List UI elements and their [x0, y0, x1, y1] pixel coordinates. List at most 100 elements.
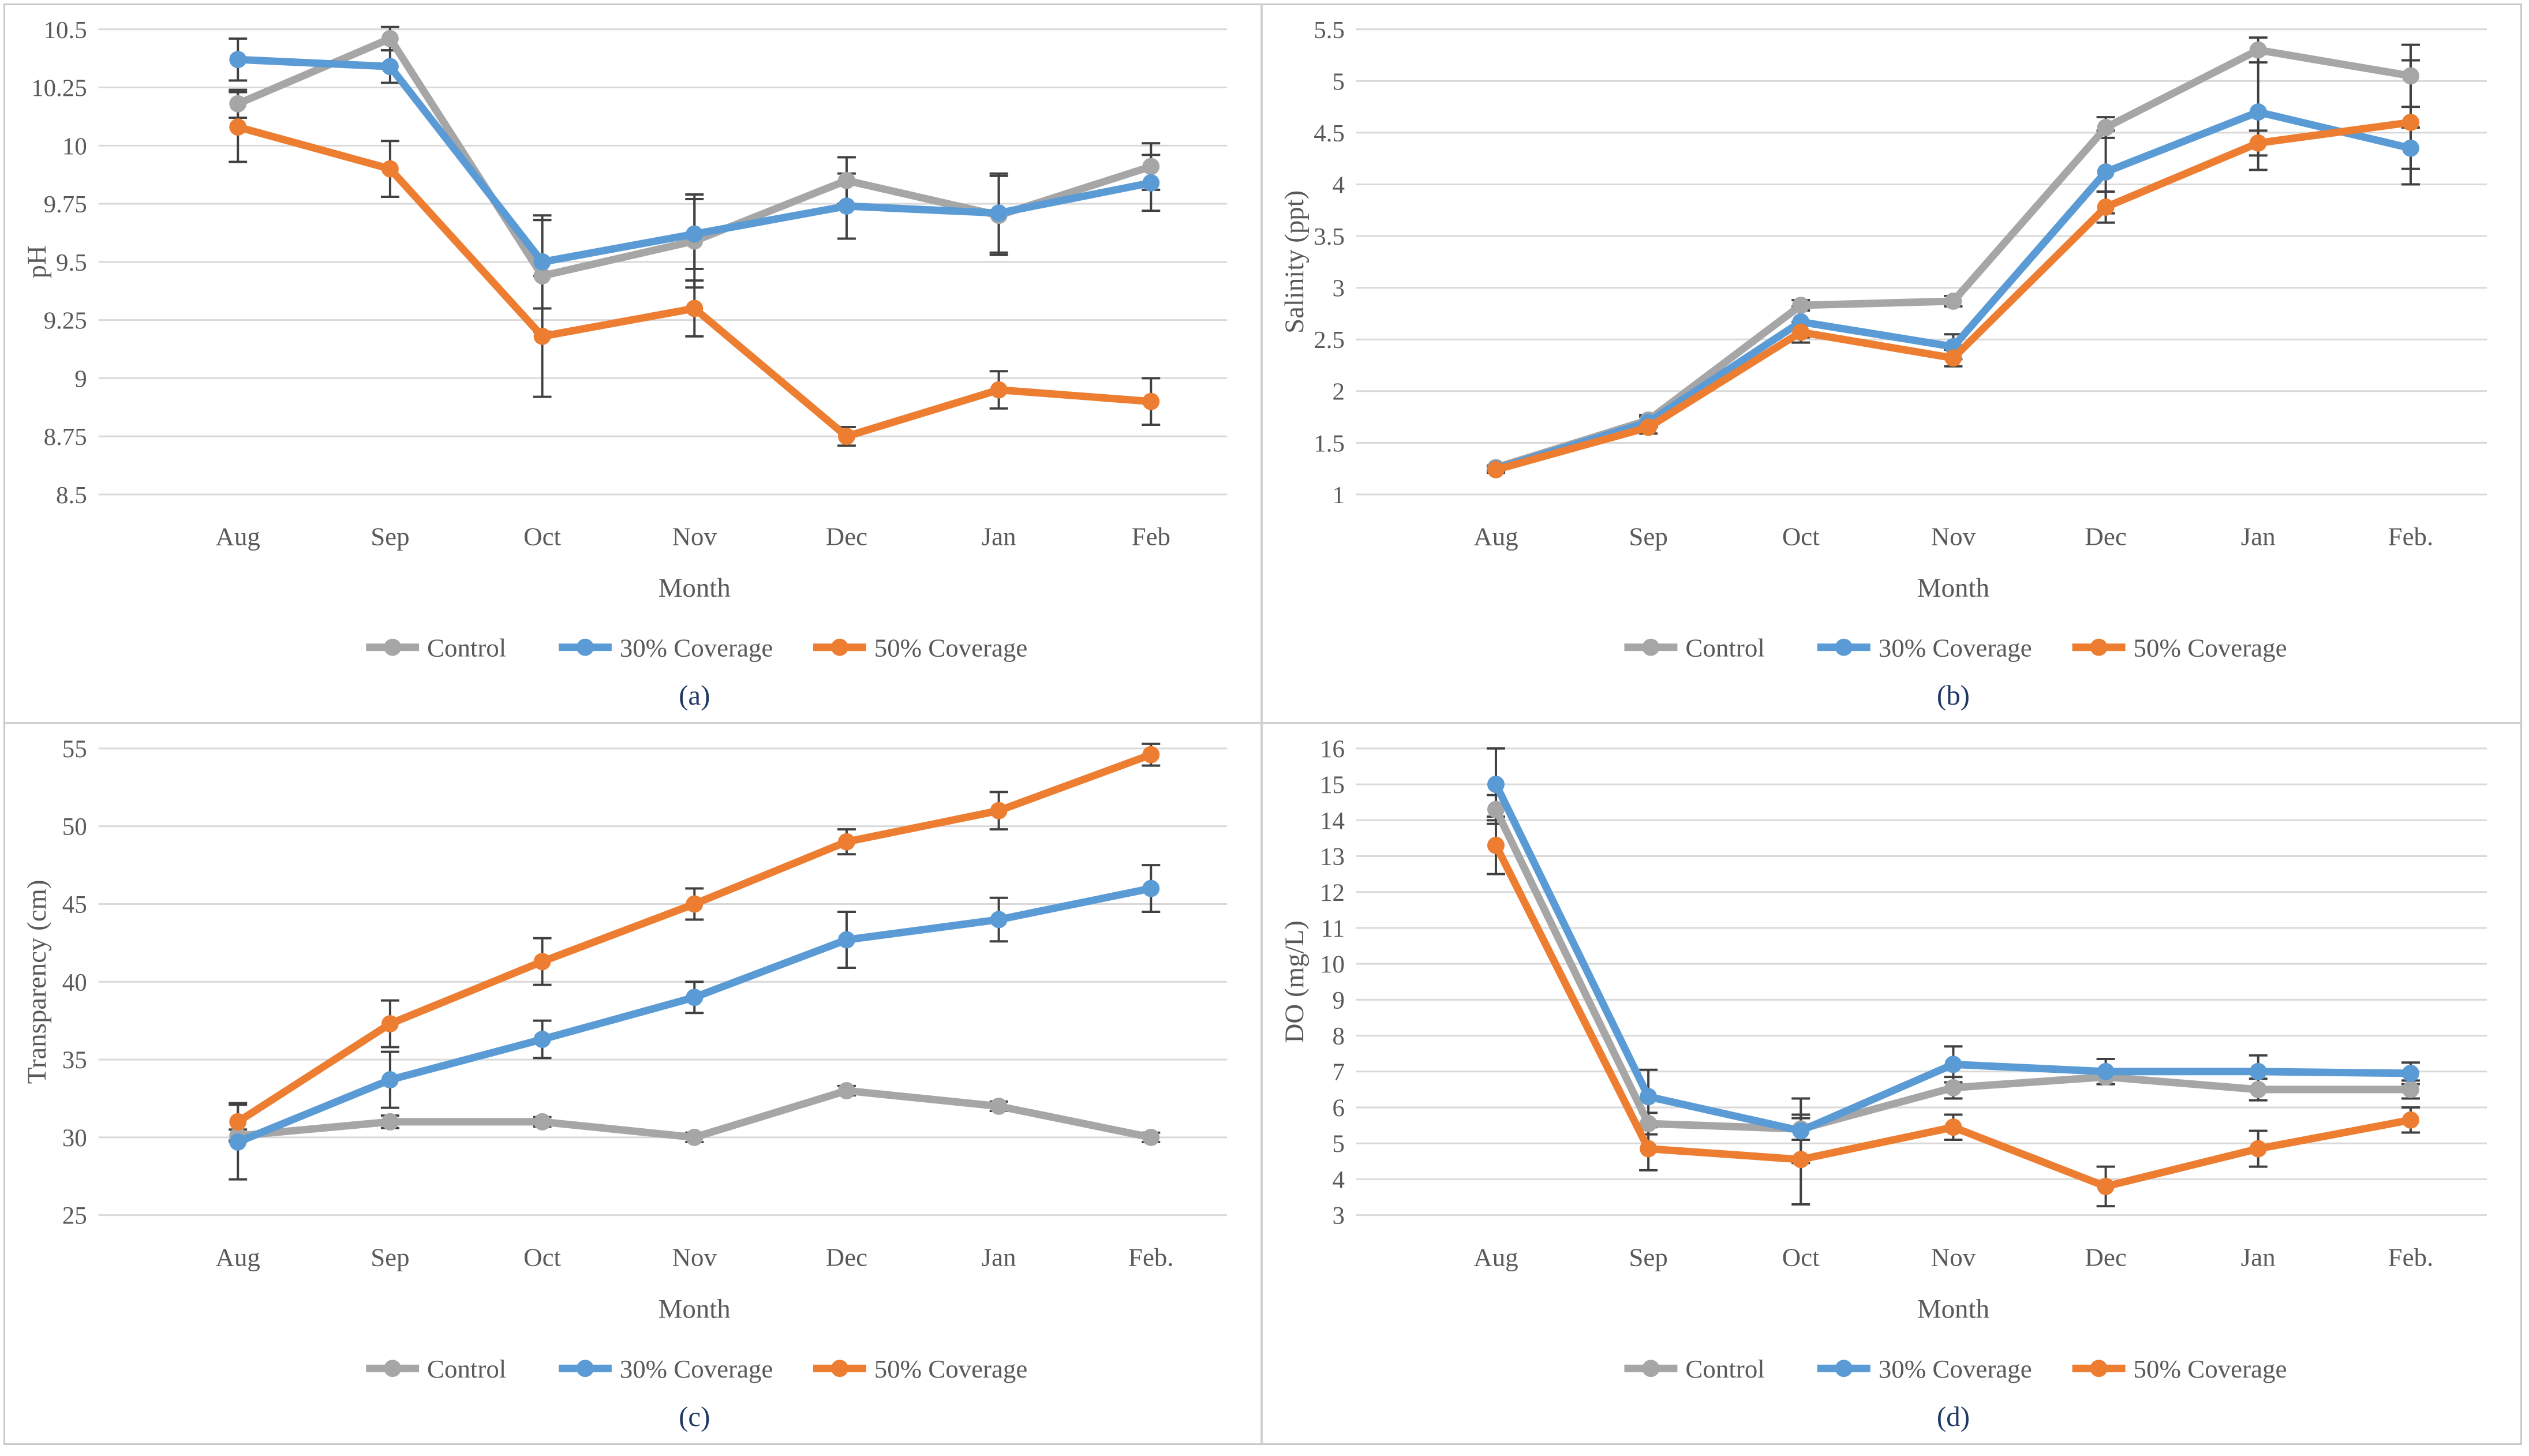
x-tick-label: Aug — [216, 1242, 260, 1271]
x-tick-label: Dec — [2085, 522, 2126, 551]
data-point-marker — [1142, 1128, 1160, 1146]
chart-panel-c: 25 30 35 40 45 50 55 Transparency (cm) Aug Sep Oct… — [5, 724, 1263, 1443]
data-point-marker — [381, 1113, 399, 1131]
x-tick-label: Dec — [826, 1242, 867, 1271]
y-tick-label: 30 — [62, 1125, 87, 1152]
y-tick-label: 9.5 — [56, 249, 87, 276]
data-point-marker — [2097, 1177, 2115, 1195]
legend-item-coverage50: 50% Coverage — [813, 633, 1027, 662]
y-tick-label: 35 — [62, 1047, 87, 1074]
x-tick-label: Jan — [2241, 1243, 2276, 1272]
data-point-marker — [2249, 1062, 2267, 1080]
legend-label: Control — [427, 633, 506, 662]
data-point-marker — [229, 95, 247, 113]
y-tick-label: 8 — [1332, 1023, 1344, 1050]
data-point-marker — [1792, 1122, 1810, 1140]
data-point-marker — [533, 253, 551, 271]
legend-marker-point — [576, 1360, 594, 1378]
legend-item-control: Control — [366, 633, 506, 662]
data-point-marker — [2401, 67, 2419, 85]
x-tick-label: Oct — [523, 1242, 561, 1271]
data-point-marker — [381, 1071, 399, 1089]
series-line-coverage30 — [1492, 108, 2415, 473]
data-point-marker — [837, 197, 855, 215]
x-tick-label: Jan — [2241, 522, 2276, 551]
series-line-coverage30 — [234, 885, 1155, 1146]
x-tick-label: Sep — [371, 1242, 409, 1271]
legend-label: Control — [427, 1354, 506, 1383]
y-tick-label: 4 — [1332, 1166, 1344, 1193]
x-axis-title: Month — [1917, 1294, 1989, 1324]
data-point-marker — [1640, 1115, 1658, 1132]
data-point-marker — [837, 833, 855, 851]
legend-marker-point — [1642, 638, 1660, 656]
data-point-marker — [990, 204, 1008, 222]
data-point-marker — [2401, 139, 2419, 157]
legend-marker-point — [830, 1360, 848, 1378]
y-tick-label: 25 — [62, 1203, 87, 1230]
data-point-marker — [1142, 879, 1160, 897]
data-point-marker — [2249, 41, 2267, 59]
data-point-marker — [686, 225, 704, 243]
data-point-marker — [533, 953, 551, 971]
data-point-marker — [229, 118, 247, 136]
legend-marker-point — [1642, 1360, 1660, 1378]
data-point-marker — [2097, 119, 2115, 136]
data-point-marker — [1142, 392, 1160, 410]
data-point-marker — [1142, 746, 1160, 763]
y-tick-label: 9.25 — [44, 308, 87, 335]
x-tick-label: Nov — [1931, 1243, 1976, 1272]
legend-item-control: Control — [366, 1354, 506, 1383]
legend-marker-point — [576, 638, 594, 656]
y-tick-label: 55 — [62, 736, 87, 763]
data-point-marker — [837, 428, 855, 446]
legend-label: 50% Coverage — [874, 633, 1027, 662]
legend-marker-point — [1835, 1360, 1853, 1378]
data-point-marker — [381, 29, 399, 47]
data-point-marker — [990, 911, 1008, 929]
y-tick-label: 15 — [1320, 772, 1345, 799]
data-point-marker — [2249, 1140, 2267, 1158]
data-point-marker — [990, 1097, 1008, 1115]
y-tick-label: 11 — [1321, 915, 1345, 942]
y-tick-label: 16 — [1320, 736, 1345, 763]
legend-marker-point — [2090, 1360, 2108, 1378]
x-tick-label: Dec — [826, 522, 867, 551]
data-point-marker — [686, 300, 704, 317]
x-tick-label: Jan — [982, 522, 1016, 551]
legend-marker-point — [384, 638, 402, 656]
legend-item-coverage50: 50% Coverage — [813, 1354, 1027, 1383]
x-tick-label: Dec — [2085, 1243, 2126, 1272]
x-tick-label: Feb — [1132, 522, 1170, 551]
legend-item-coverage30: 30% Coverage — [559, 1354, 773, 1383]
chart-d-svg: 3 4 5 6 7 8 9 10 11 12 13 14 15 16 DO (mg/L) Aug Sep Oct N… — [1280, 736, 2487, 1432]
figure-border: 8.5 8.75 9 9.25 9.5 9.75 10 10.25 10.5 pH Aug Sep Oc… — [3, 3, 2522, 1445]
data-point-marker — [533, 1031, 551, 1048]
data-point-marker — [381, 1015, 399, 1033]
y-tick-label: 2.5 — [1314, 327, 1345, 354]
y-tick-label: 40 — [62, 969, 87, 996]
y-tick-label: 10 — [62, 133, 87, 160]
chart-panel-b: 1 1.5 2 2.5 3 3.5 4 4.5 5 5.5 Salinity (ppt) Aug Sep… — [1263, 5, 2520, 724]
y-tick-label: 8.75 — [44, 424, 87, 451]
legend-marker-point — [384, 1360, 402, 1378]
data-point-marker — [2249, 1080, 2267, 1098]
y-tick-label: 5.5 — [1314, 17, 1345, 44]
x-tick-label: Jan — [982, 1242, 1016, 1271]
y-axis-title: Salinity (ppt) — [1280, 190, 1310, 334]
legend-label: 50% Coverage — [874, 1354, 1028, 1383]
data-point-marker — [1944, 1055, 1962, 1073]
y-tick-label: 10.5 — [44, 17, 87, 44]
data-point-marker — [381, 160, 399, 178]
x-tick-label: Feb. — [2388, 522, 2434, 551]
x-tick-label: Feb. — [1128, 1242, 1174, 1271]
chart-a-svg: 8.5 8.75 9 9.25 9.5 9.75 10 10.25 10.5 pH Aug Sep Oc… — [22, 17, 1228, 711]
x-tick-label: Nov — [672, 1242, 717, 1271]
data-point-marker — [1944, 1118, 1962, 1136]
data-point-marker — [2249, 103, 2267, 121]
x-tick-label: Sep — [1629, 522, 1667, 551]
data-point-marker — [990, 802, 1008, 819]
data-point-marker — [1792, 323, 1810, 341]
y-tick-label: 13 — [1320, 844, 1345, 871]
x-tick-label: Sep — [1629, 1243, 1667, 1272]
